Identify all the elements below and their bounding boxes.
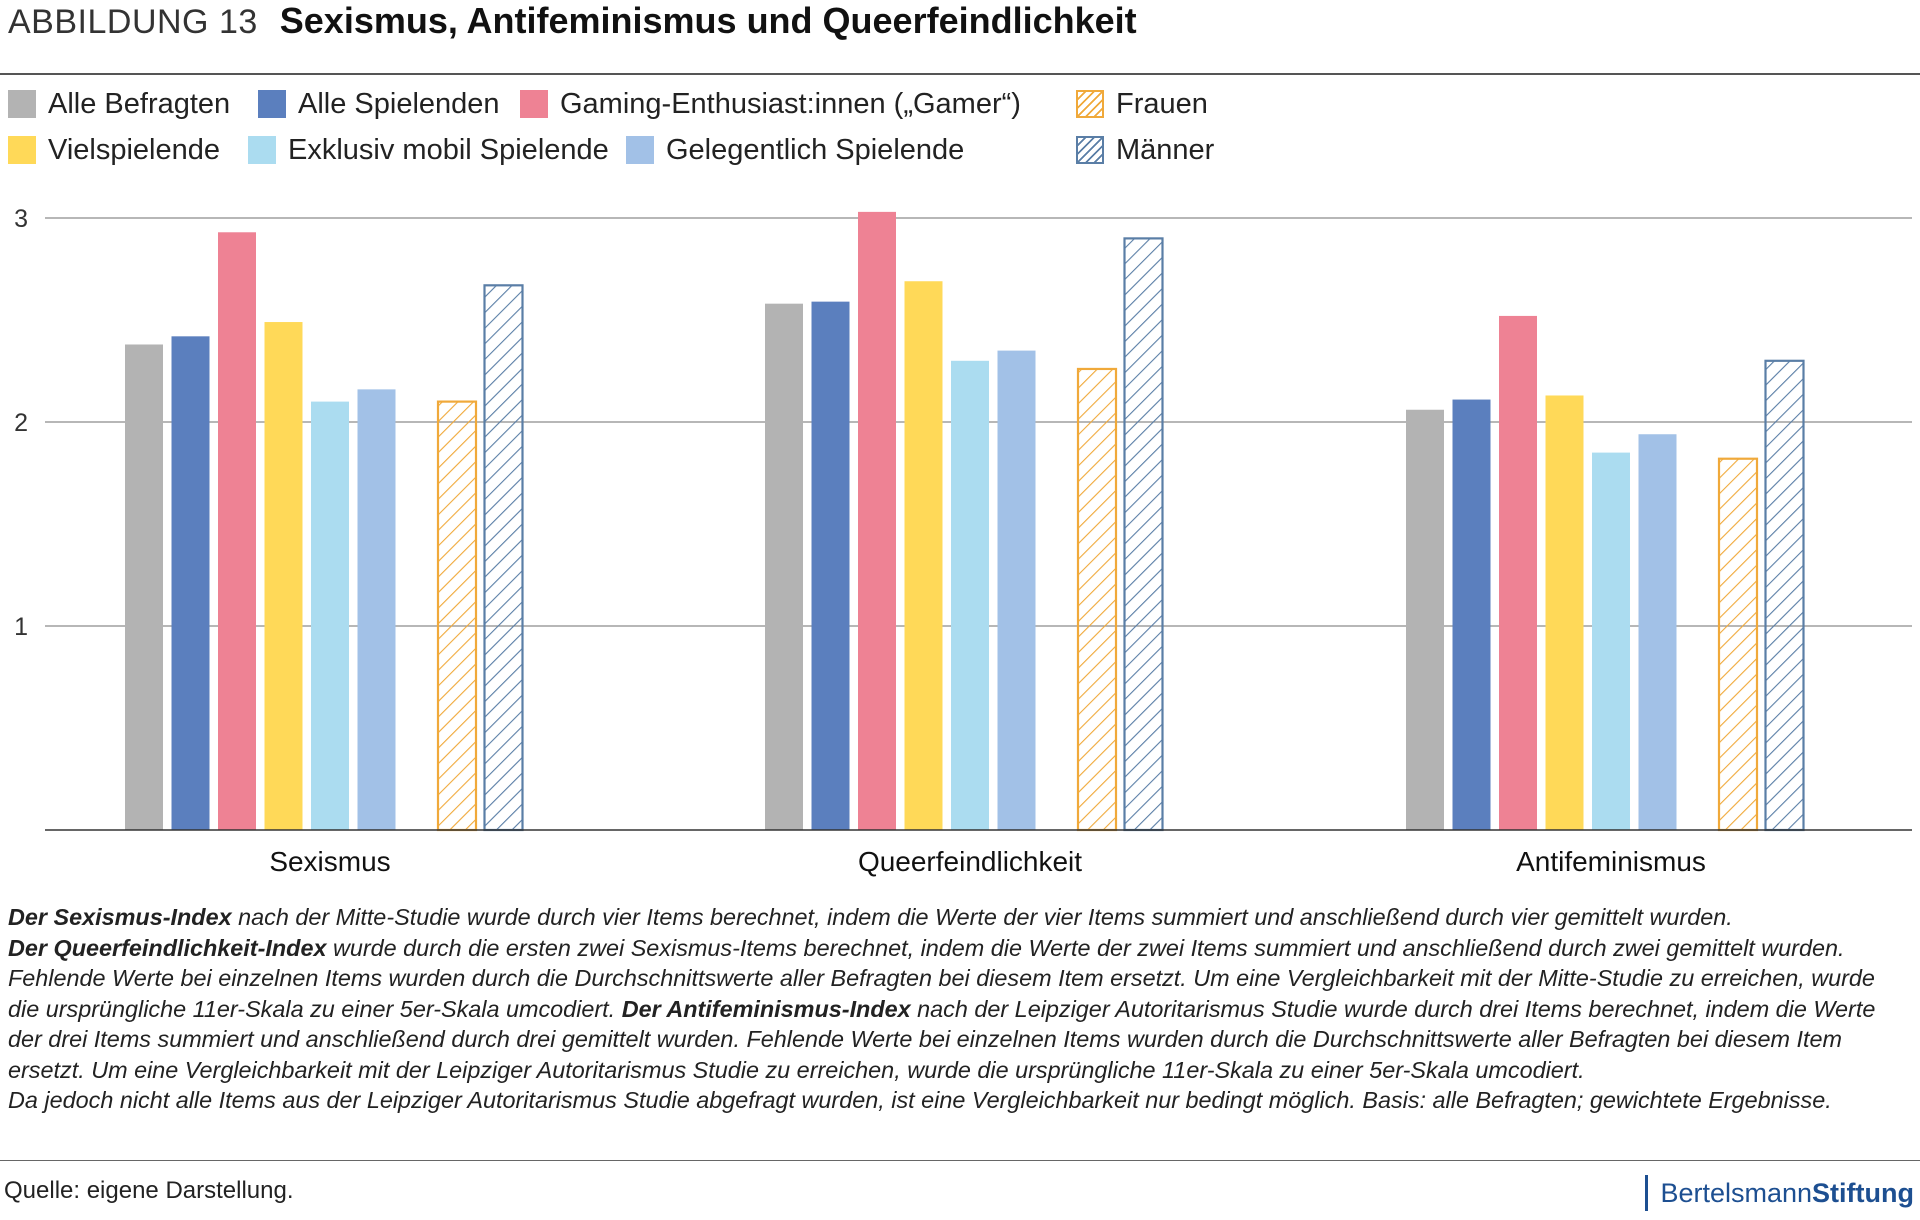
legend-label: Exklusiv mobil Spielende [288, 133, 609, 166]
legend-label: Gelegentlich Spielende [666, 133, 965, 166]
bar [1406, 409, 1444, 830]
bar [858, 211, 896, 830]
bar [357, 389, 396, 830]
bar [436, 400, 478, 832]
figure-label: ABBILDUNG 13 [8, 3, 258, 41]
note-text: wurde durch die ersten zwei Sexismus-Ite… [8, 934, 1875, 1022]
legend-label: Vielspielende [48, 133, 220, 166]
y-tick-label: 1 [14, 613, 28, 641]
legend-label: Gaming-Enthusiast:innen („Gamer“) [560, 87, 1021, 120]
bar [171, 336, 210, 830]
legend-swatch [520, 90, 548, 118]
brand-name-part2: Stiftung [1812, 1177, 1914, 1208]
bar [1499, 315, 1537, 830]
bar [951, 360, 989, 830]
x-category-label: Queerfeindlichkeit [858, 846, 1082, 877]
chart-legend: Alle Befragten Alle Spielenden Gaming-En… [8, 84, 1308, 174]
legend-swatch [258, 90, 286, 118]
bar [1452, 399, 1491, 830]
bar [1545, 395, 1584, 830]
legend-item: Gelegentlich Spielende [626, 130, 964, 170]
bar [125, 344, 163, 830]
bar [997, 350, 1036, 830]
methodology-note: Der Sexismus-Index nach der Mitte-Studie… [8, 902, 1908, 1116]
legend-label: Alle Befragten [48, 87, 231, 120]
bar [264, 322, 303, 830]
bar [218, 232, 256, 830]
brand-bar [1645, 1175, 1649, 1211]
bar [811, 301, 850, 830]
legend-swatch [1076, 136, 1104, 164]
note-text: Da jedoch nicht alle Items aus der Leipz… [8, 1087, 1832, 1113]
legend-item: Männer [1076, 130, 1214, 170]
bar [1717, 457, 1759, 832]
legend-label: Alle Spielenden [298, 87, 500, 120]
x-category-label: Antifeminismus [1516, 846, 1706, 877]
source-note: Quelle: eigene Darstellung. [4, 1177, 294, 1204]
x-category-label: Sexismus [269, 846, 390, 877]
y-tick-label: 2 [14, 409, 28, 437]
y-tick-label: 3 [14, 205, 28, 233]
note-bold-antifeminismus: Der Antifeminismus-Index [621, 995, 911, 1022]
figure-header: ABBILDUNG 13 Sexismus, Antifeminismus un… [8, 0, 1137, 46]
note-text: nach der Mitte-Studie wurde durch vier I… [231, 904, 1733, 930]
note-text: nach der Leipziger Autoritarismus Studie… [8, 995, 1876, 1083]
legend-swatch [8, 136, 36, 164]
bar [311, 401, 349, 830]
bar-chart: 1 2 3 Sexismus Queerfeindlichkeit Antifeminis… [14, 205, 1912, 877]
legend-label: Männer [1116, 133, 1215, 166]
legend-swatch [248, 136, 276, 164]
legend-item: Gaming-Enthusiast:innen („Gamer“) [520, 84, 1021, 124]
bar [1592, 452, 1630, 830]
bar [904, 281, 943, 830]
bar [1638, 434, 1677, 830]
legend-item: Exklusiv mobil Spielende [248, 130, 609, 170]
legend-swatch [8, 90, 36, 118]
legend-item: Vielspielende [8, 130, 220, 170]
legend-item: Frauen [1076, 84, 1208, 124]
legend-item: Alle Spielenden [258, 84, 500, 124]
note-bold-queerfeindlichkeit: Der Queerfeindlichkeit-Index [8, 934, 327, 961]
bar [483, 284, 524, 832]
legend-label: Frauen [1116, 87, 1208, 120]
bar [1123, 237, 1164, 832]
brand-logo: Bertelsmann Stiftung [1645, 1175, 1914, 1211]
figure-title: Sexismus, Antifeminismus und Queerfeindl… [279, 0, 1137, 41]
bottom-divider [0, 1160, 1920, 1161]
note-bold-sexismus: Der Sexismus-Index [8, 904, 232, 930]
bar [1076, 367, 1118, 832]
brand-name-part1: Bertelsmann [1660, 1177, 1813, 1208]
bar [1764, 359, 1805, 832]
top-divider [0, 73, 1920, 75]
bar [765, 303, 803, 830]
legend-swatch [1076, 90, 1104, 118]
legend-item: Alle Befragten [8, 84, 230, 124]
legend-swatch [626, 136, 654, 164]
